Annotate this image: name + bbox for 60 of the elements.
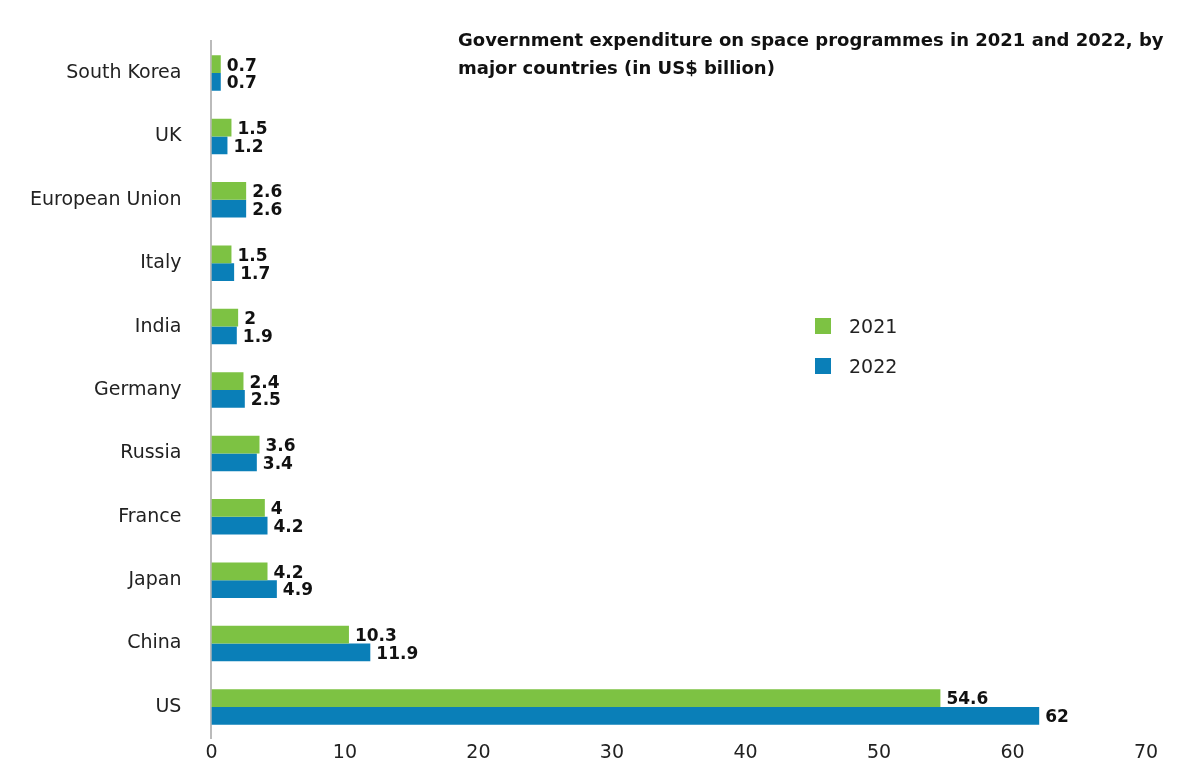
- data-label: 62: [1045, 706, 1069, 727]
- bar: [211, 580, 277, 598]
- y-tick-label: European Union: [30, 186, 182, 209]
- data-label: 54.6: [946, 688, 989, 709]
- y-tick-label: China: [127, 630, 182, 653]
- data-label: 4: [270, 498, 283, 519]
- x-tick-label: 40: [733, 739, 758, 762]
- y-tick-label: France: [118, 503, 182, 526]
- bar: [211, 516, 268, 535]
- bar: [211, 499, 265, 517]
- data-label: 1.7: [240, 262, 271, 283]
- data-label: 0.7: [226, 72, 257, 93]
- y-tick-label: Russia: [120, 440, 182, 463]
- bar: [211, 372, 244, 390]
- bar: [211, 326, 237, 345]
- bar: [211, 55, 221, 74]
- chart-title: Government expenditure on space programmes in 2021 and 2022, by major countries (in US$ billion): [458, 28, 1165, 80]
- data-label: 2.5: [250, 389, 281, 410]
- x-tick-label: 60: [1000, 739, 1025, 762]
- bar: [211, 643, 371, 662]
- bar: [211, 390, 245, 408]
- bar: [211, 308, 239, 327]
- legend-label: 2021: [849, 315, 898, 337]
- x-tick-label: 10: [332, 739, 358, 762]
- bar: [211, 199, 247, 218]
- bar: [211, 263, 235, 281]
- bar: [211, 625, 349, 644]
- x-tick-label: 50: [866, 739, 892, 762]
- data-label: 4.2: [273, 561, 304, 582]
- bar: [211, 562, 268, 581]
- bar: [211, 182, 247, 200]
- y-tick-label: Germany: [94, 376, 182, 399]
- x-tick-label: 70: [1133, 739, 1159, 762]
- data-label: 0.7: [226, 54, 257, 75]
- x-tick-label: 30: [599, 739, 625, 762]
- x-tick-label: 0: [205, 739, 218, 762]
- y-tick-label: India: [134, 313, 182, 336]
- bar: [211, 453, 257, 472]
- legend-label: 2022: [849, 355, 898, 377]
- data-label: 4.9: [282, 579, 313, 600]
- data-label: 2.6: [252, 181, 283, 202]
- bar: [211, 435, 260, 454]
- bar: [211, 118, 232, 137]
- bar: [211, 245, 232, 264]
- data-label: 3.6: [265, 434, 296, 455]
- bar: [211, 73, 221, 91]
- data-label: 1.5: [237, 244, 268, 265]
- bar: [211, 136, 228, 155]
- x-tick-label: 20: [466, 739, 491, 762]
- y-tick-label: UK: [155, 123, 182, 146]
- bar: [211, 689, 941, 707]
- y-tick-label: Japan: [127, 567, 182, 590]
- y-tick-label: US: [155, 693, 182, 716]
- data-label: 2.6: [252, 199, 283, 220]
- y-tick-label: South Korea: [66, 60, 182, 83]
- data-label: 4.2: [273, 516, 304, 537]
- bar: [211, 706, 1040, 725]
- data-label: 2.4: [249, 371, 280, 392]
- data-label: 3.4: [262, 452, 294, 473]
- y-tick-label: Italy: [140, 250, 182, 273]
